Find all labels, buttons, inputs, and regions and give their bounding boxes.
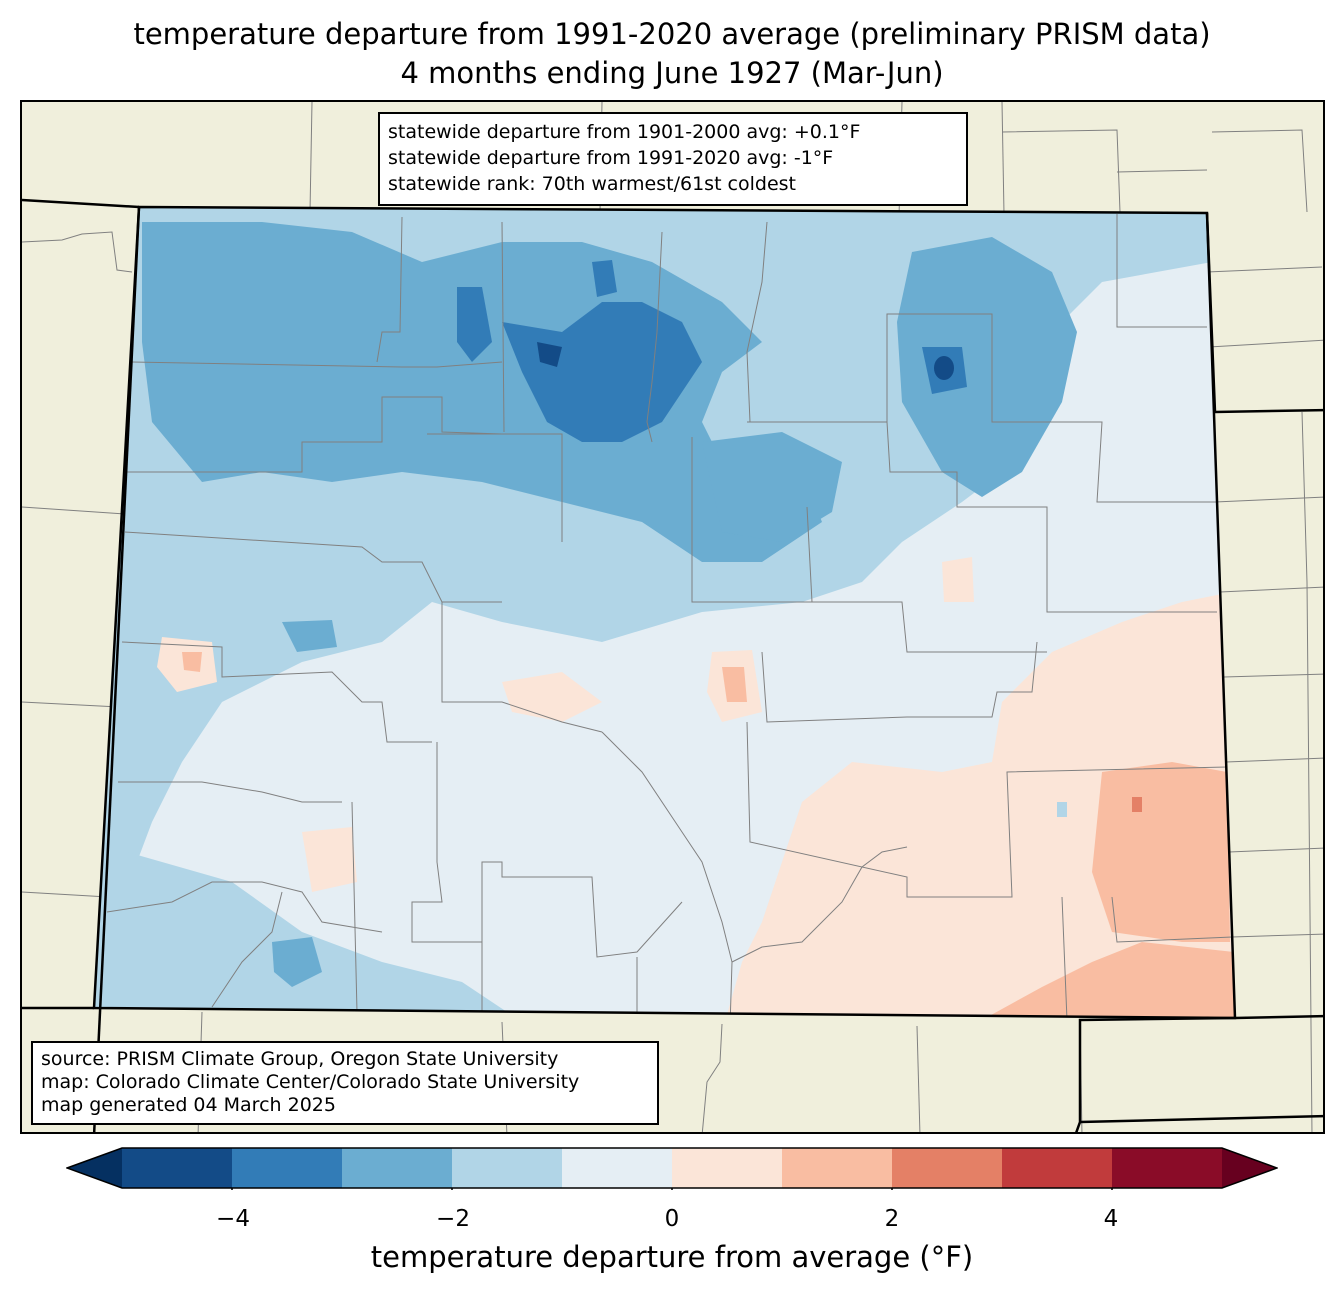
temperature-contours — [94, 207, 1235, 1018]
colorbar-under-arrow — [67, 1148, 122, 1188]
map-title-line1: temperature departure from 1991-2020 ave… — [133, 17, 1211, 51]
colorbar-segment — [1112, 1148, 1223, 1188]
colorbar-over-arrow — [1222, 1148, 1277, 1188]
colorbar-tick-label: 2 — [884, 1206, 900, 1232]
colorbar-segment — [452, 1148, 563, 1188]
source-box: source: PRISM Climate Group, Oregon Stat… — [31, 1041, 659, 1125]
source-line1: source: PRISM Climate Group, Oregon Stat… — [41, 1048, 559, 1070]
colorbar-segment — [342, 1148, 453, 1188]
colorbar-tick-label: −2 — [436, 1206, 470, 1232]
colorbar-segment — [232, 1148, 343, 1188]
colorbar-segment — [672, 1148, 783, 1188]
colorbar-segment — [782, 1148, 893, 1188]
colorbar-segment — [892, 1148, 1003, 1188]
statewide-stats-box: statewide departure from 1901-2000 avg: … — [378, 112, 968, 206]
map-svg — [22, 102, 1323, 1132]
colorbar — [66, 1147, 1278, 1190]
colorbar-segment — [1002, 1148, 1113, 1188]
colorbar-tick-label: 4 — [1103, 1206, 1119, 1232]
source-line3: map generated 04 March 2025 — [41, 1094, 336, 1116]
map-title-line2: 4 months ending June 1927 (Mar-Jun) — [400, 56, 944, 90]
colorbar-segment — [562, 1148, 673, 1188]
stats-line1: statewide departure from 1901-2000 avg: … — [388, 121, 861, 143]
colorado-temperature-map — [20, 100, 1325, 1134]
colorbar-outline — [66, 1147, 1278, 1189]
stats-line3: statewide rank: 70th warmest/61st coldes… — [388, 173, 797, 195]
colorbar-tick-label: −4 — [216, 1206, 250, 1232]
stats-line2: statewide departure from 1991-2020 avg: … — [388, 147, 834, 169]
state-boundaries — [22, 198, 1323, 1132]
colorbar-label: temperature departure from average (°F) — [370, 1240, 974, 1274]
colorbar-tick-label: 0 — [664, 1206, 680, 1232]
colorbar-segment — [122, 1148, 233, 1188]
source-line2: map: Colorado Climate Center/Colorado St… — [41, 1071, 580, 1093]
